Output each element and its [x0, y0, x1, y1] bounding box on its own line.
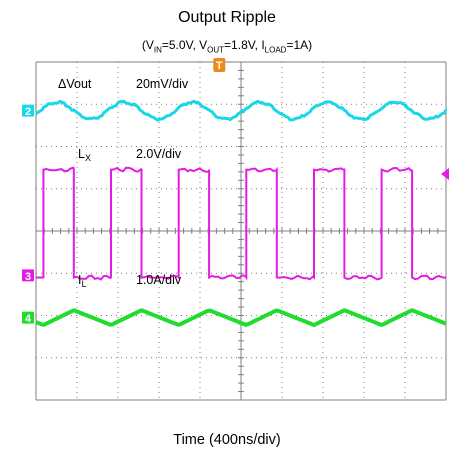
channel-name-label: IL — [78, 273, 87, 289]
channel-scale-label: 20mV/div — [136, 77, 189, 91]
channel-marker-label: 2 — [25, 106, 31, 118]
iload-value: =1A — [286, 38, 309, 52]
trigger-level-icon — [441, 167, 449, 180]
iload-subscript: LOAD — [264, 45, 287, 55]
channel-marker-2: 2 — [22, 104, 34, 118]
channel-marker-3: 3 — [22, 269, 34, 283]
vout-symbol: V — [199, 38, 208, 52]
trigger-marker-label: T — [216, 60, 223, 72]
x-axis-label: Time (400ns/div) — [173, 432, 281, 448]
vin-symbol: V — [145, 38, 154, 52]
channel-marker-4: 4 — [22, 311, 34, 325]
channel-name-label: ΔVout — [58, 77, 92, 91]
vout-value: =1.8V, — [224, 38, 262, 52]
channel-name-label: LX — [78, 147, 91, 163]
vout-subscript: OUT — [207, 45, 225, 55]
iload-symbol: I — [261, 38, 265, 52]
graticule — [35, 61, 447, 401]
inductor-current-waveform-ch4 — [35, 308, 447, 328]
switch-node-waveform-ch3 — [36, 166, 447, 281]
trigger-marker-icon: T — [213, 58, 226, 72]
vin-subscript: IN — [153, 45, 162, 55]
channel-marker-label: 3 — [25, 271, 31, 283]
chart-subtitle: (VIN=5.0V, VOUT=1.8V, ILOAD=1A) — [141, 38, 313, 55]
ripple-waveform-ch2 — [35, 99, 448, 122]
channel-marker-label: 4 — [25, 313, 32, 325]
channel-scale-label: 2.0V/div — [136, 147, 182, 161]
vin-value: =5.0V, — [161, 38, 200, 52]
channel-scale-label: 1.0A/div — [136, 273, 182, 287]
chart-title: Output Ripple — [178, 9, 276, 26]
